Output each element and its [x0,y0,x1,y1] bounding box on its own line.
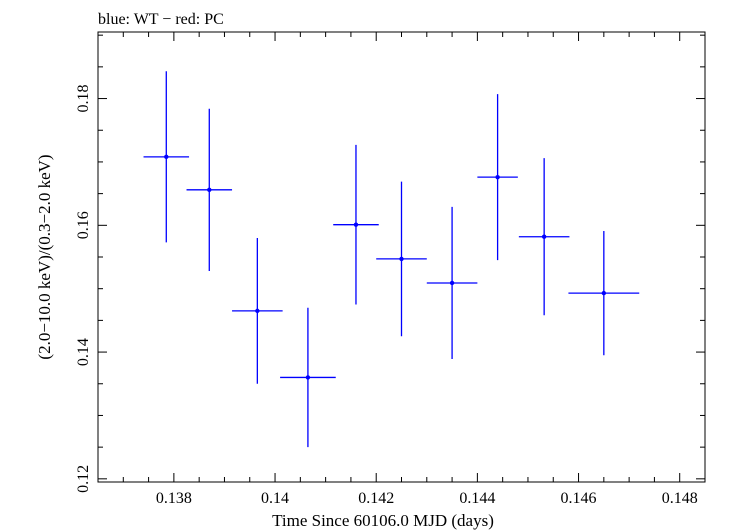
y-tick-label: 0.16 [75,211,92,239]
y-tick-label: 0.14 [75,338,92,366]
y-axis-label: (2.0−10.0 keV)/(0.3−2.0 keV) [35,154,54,359]
data-point [541,234,547,239]
data-point [164,154,169,160]
y-tick-label: 0.18 [75,85,92,113]
x-tick-label: 0.142 [358,490,394,507]
x-axis-label: Time Since 60106.0 MJD (days) [272,511,494,530]
data-point [255,308,260,314]
y-tick-label: 0.12 [75,465,92,493]
data-point [601,290,607,296]
x-tick-label: 0.144 [459,490,495,507]
x-tick-label: 0.146 [561,490,597,507]
data-point [207,187,212,193]
x-axis-ticks: 0.138 0.14 0.142 0.144 0.146 0.148 [97,32,706,507]
chart-title: blue: WT − red: PC [98,11,224,28]
data-point [495,174,500,180]
y-axis-ticks: 0.12 0.14 0.16 0.18 [75,34,705,493]
data-points [143,71,640,448]
x-tick-label: 0.138 [156,490,192,507]
x-tick-label: 0.148 [662,490,698,507]
data-point [399,256,404,262]
x-tick-label: 0.14 [261,490,289,507]
data-point [449,280,455,286]
data-point [305,375,311,380]
data-point [353,222,359,227]
